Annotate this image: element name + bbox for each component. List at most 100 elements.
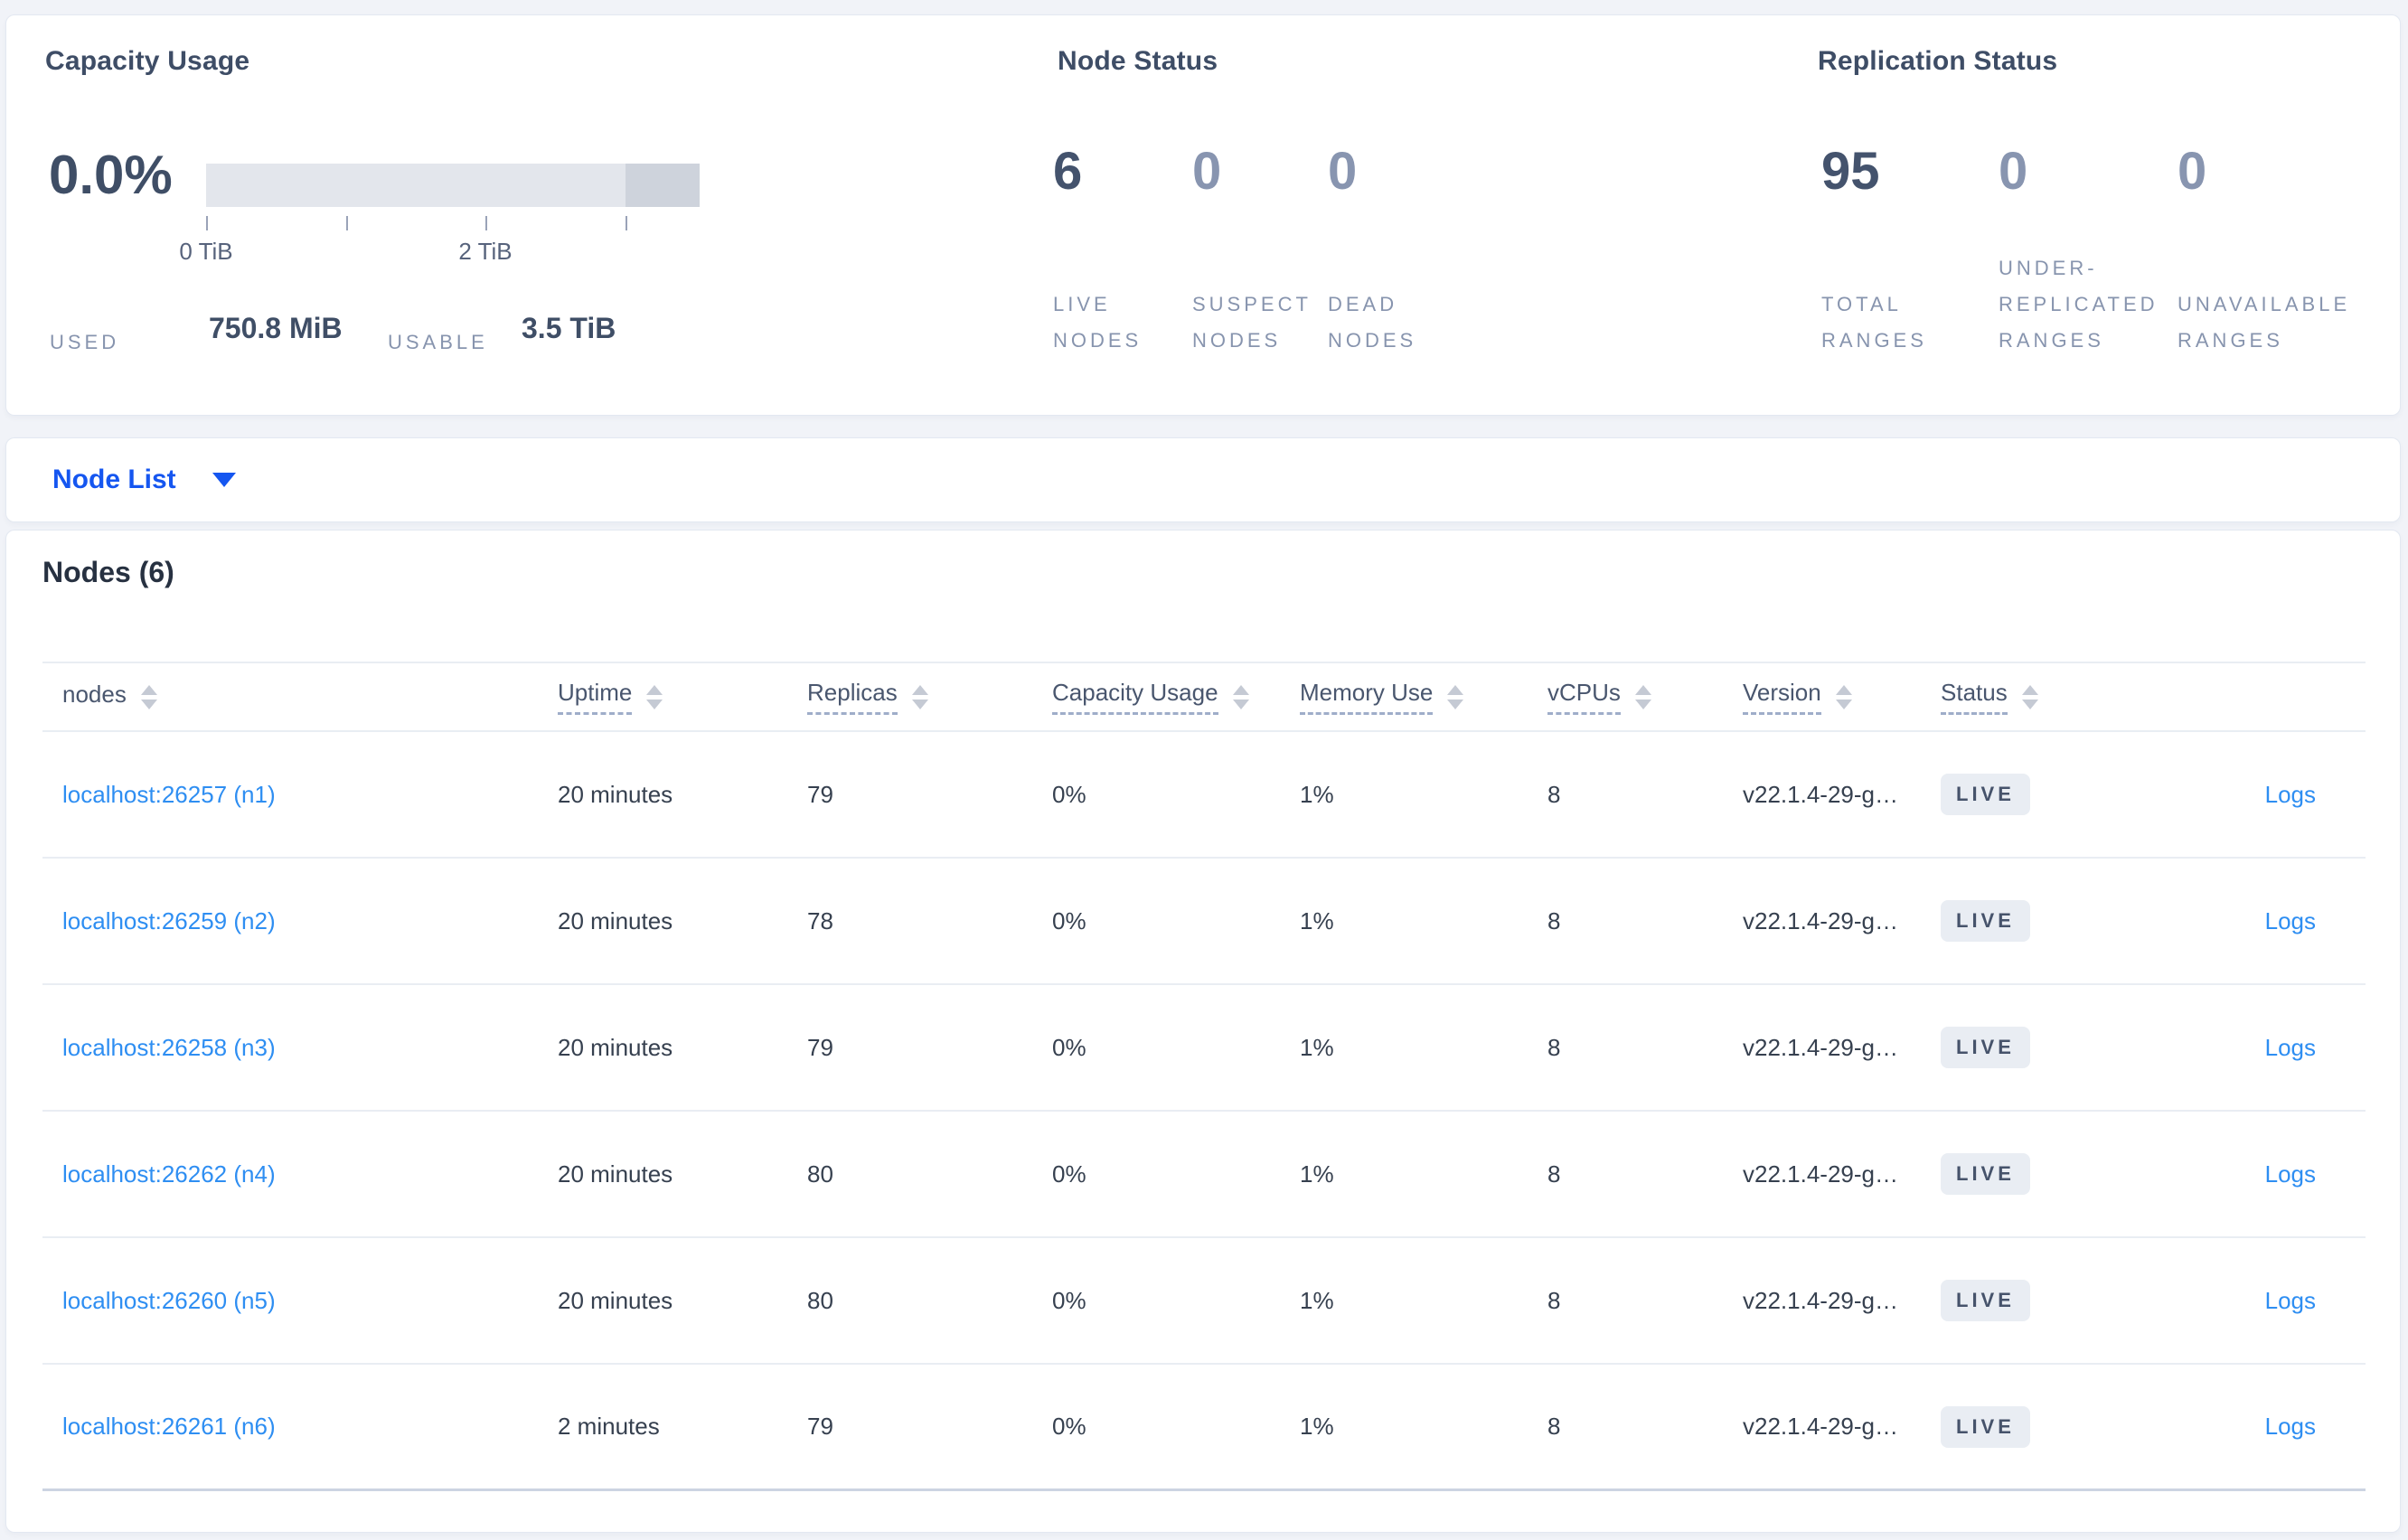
used-label: USED <box>50 331 120 353</box>
node-status-values: 6 0 0 <box>1053 142 1463 202</box>
cluster-summary-card: Capacity Usage 0.0% 0 TiB 2 TiB USED 750… <box>5 14 2401 416</box>
version-cell: v22.1.4-29-g… <box>1743 1033 1898 1061</box>
logs-link[interactable]: Logs <box>2264 906 2316 934</box>
replication-status-title: Replication Status <box>1818 46 2058 76</box>
column-header-version[interactable]: Version <box>1743 679 1941 715</box>
axis-tick <box>485 216 487 230</box>
column-header-status[interactable]: Status <box>1941 679 2139 715</box>
node-address-link[interactable]: localhost:26260 (n5) <box>62 1286 276 1314</box>
version-cell: v22.1.4-29-g… <box>1743 1160 1898 1188</box>
status-badge: LIVE <box>1941 900 2030 942</box>
status-badge: LIVE <box>1941 774 2030 815</box>
sort-icon[interactable] <box>140 684 157 709</box>
version-cell: v22.1.4-29-g… <box>1743 1286 1898 1314</box>
logs-link[interactable]: Logs <box>2264 1033 2316 1061</box>
total-ranges-label: TOTAL RANGES <box>1821 293 1927 352</box>
replicas-cell: 79 <box>807 780 833 808</box>
logs-link[interactable]: Logs <box>2264 780 2316 808</box>
under-replicated-ranges-value: 0 <box>1999 142 2028 201</box>
under-replicated-ranges-label: UNDER-REPLICATED RANGES <box>1999 257 2159 352</box>
total-ranges-value: 95 <box>1821 142 1880 201</box>
replicas-cell: 78 <box>807 906 833 934</box>
sort-icon[interactable] <box>1634 684 1651 709</box>
uptime-cell: 20 minutes <box>558 1286 673 1314</box>
memory-use-cell: 1% <box>1300 1286 1334 1314</box>
logs-link[interactable]: Logs <box>2264 1413 2316 1440</box>
vcpus-cell: 8 <box>1547 1413 1561 1440</box>
column-header-memory-use[interactable]: Memory Use <box>1300 679 1547 715</box>
memory-use-cell: 1% <box>1300 1413 1334 1440</box>
logs-link[interactable]: Logs <box>2264 1160 2316 1188</box>
suspect-nodes-label: SUSPECT NODES <box>1192 293 1312 352</box>
replicas-cell: 79 <box>807 1033 833 1061</box>
capacity-usage-cell: 0% <box>1052 1033 1086 1061</box>
nodes-table-card: Nodes (6) nodes Uptime Replicas Capacity… <box>5 530 2401 1533</box>
vcpus-cell: 8 <box>1547 906 1561 934</box>
version-cell: v22.1.4-29-g… <box>1743 780 1898 808</box>
status-badge: LIVE <box>1941 1153 2030 1195</box>
axis-tick-label: 2 TiB <box>458 238 513 265</box>
view-selector-bar: Node List <box>5 437 2401 522</box>
column-header-vcpus[interactable]: vCPUs <box>1547 679 1743 715</box>
column-header-capacity-usage[interactable]: Capacity Usage <box>1052 679 1300 715</box>
replicas-cell: 80 <box>807 1286 833 1314</box>
table-row: localhost:26259 (n2) 20 minutes 78 0% 1%… <box>42 859 2366 985</box>
node-address-link[interactable]: localhost:26259 (n2) <box>62 906 276 934</box>
node-list-dropdown-label: Node List <box>52 465 176 494</box>
node-address-link[interactable]: localhost:26261 (n6) <box>62 1413 276 1440</box>
table-row: localhost:26260 (n5) 20 minutes 80 0% 1%… <box>42 1238 2366 1365</box>
capacity-usage-cell: 0% <box>1052 780 1086 808</box>
axis-tick <box>206 216 208 230</box>
memory-use-cell: 1% <box>1300 780 1334 808</box>
sort-icon[interactable] <box>1232 684 1249 709</box>
table-body: localhost:26257 (n1) 20 minutes 79 0% 1%… <box>42 732 2366 1491</box>
sort-icon[interactable] <box>1447 684 1464 709</box>
vcpus-cell: 8 <box>1547 1286 1561 1314</box>
uptime-cell: 20 minutes <box>558 1160 673 1188</box>
used-value: 750.8 MiB <box>209 312 343 344</box>
logs-link[interactable]: Logs <box>2264 1286 2316 1314</box>
vcpus-cell: 8 <box>1547 1160 1561 1188</box>
column-header-nodes[interactable]: nodes <box>62 681 558 714</box>
node-status-title: Node Status <box>1058 46 1218 76</box>
node-list-dropdown[interactable]: Node List <box>52 465 236 495</box>
capacity-usage-cell: 0% <box>1052 1286 1086 1314</box>
axis-tick-label: 0 TiB <box>179 238 233 265</box>
uptime-cell: 20 minutes <box>558 780 673 808</box>
capacity-percent-value: 0.0% <box>49 145 173 205</box>
column-header-uptime[interactable]: Uptime <box>558 679 807 715</box>
live-nodes-label: LIVE NODES <box>1053 293 1143 352</box>
uptime-cell: 20 minutes <box>558 1033 673 1061</box>
capacity-usage-bar <box>206 164 700 207</box>
unavailable-ranges-label: UNAVAILABLE RANGES <box>2178 293 2351 352</box>
table-header-row: nodes Uptime Replicas Capacity Usage Mem… <box>42 662 2366 732</box>
uptime-cell: 2 minutes <box>558 1413 660 1440</box>
replication-labels: TOTAL RANGES UNDER-REPLICATED RANGES UNA… <box>1821 247 2385 359</box>
node-address-link[interactable]: localhost:26257 (n1) <box>62 780 276 808</box>
column-header-replicas[interactable]: Replicas <box>807 679 1052 715</box>
table-row: localhost:26261 (n6) 2 minutes 79 0% 1% … <box>42 1365 2366 1491</box>
capacity-usage-cell: 0% <box>1052 906 1086 934</box>
status-badge: LIVE <box>1941 1280 2030 1321</box>
replicas-cell: 79 <box>807 1413 833 1440</box>
chevron-down-icon <box>212 473 236 487</box>
replication-values: 95 0 0 <box>1821 142 2358 202</box>
sort-icon[interactable] <box>911 684 928 709</box>
sort-icon[interactable] <box>2021 684 2038 709</box>
nodes-section-title: Nodes (6) <box>42 556 174 588</box>
unavailable-ranges-value: 0 <box>2178 142 2207 201</box>
sort-icon[interactable] <box>646 684 663 709</box>
table-row: localhost:26258 (n3) 20 minutes 79 0% 1%… <box>42 985 2366 1112</box>
usable-label: USABLE <box>388 331 488 353</box>
usable-value: 3.5 TiB <box>522 312 616 344</box>
capacity-bar-usable-segment <box>206 164 626 207</box>
node-status-labels: LIVE NODES SUSPECT NODES DEAD NODES <box>1053 283 1463 359</box>
axis-tick <box>346 216 348 230</box>
table-row: localhost:26257 (n1) 20 minutes 79 0% 1%… <box>42 732 2366 859</box>
status-badge: LIVE <box>1941 1027 2030 1068</box>
vcpus-cell: 8 <box>1547 1033 1561 1061</box>
vcpus-cell: 8 <box>1547 780 1561 808</box>
sort-icon[interactable] <box>1835 684 1852 709</box>
node-address-link[interactable]: localhost:26258 (n3) <box>62 1033 276 1061</box>
node-address-link[interactable]: localhost:26262 (n4) <box>62 1160 276 1188</box>
